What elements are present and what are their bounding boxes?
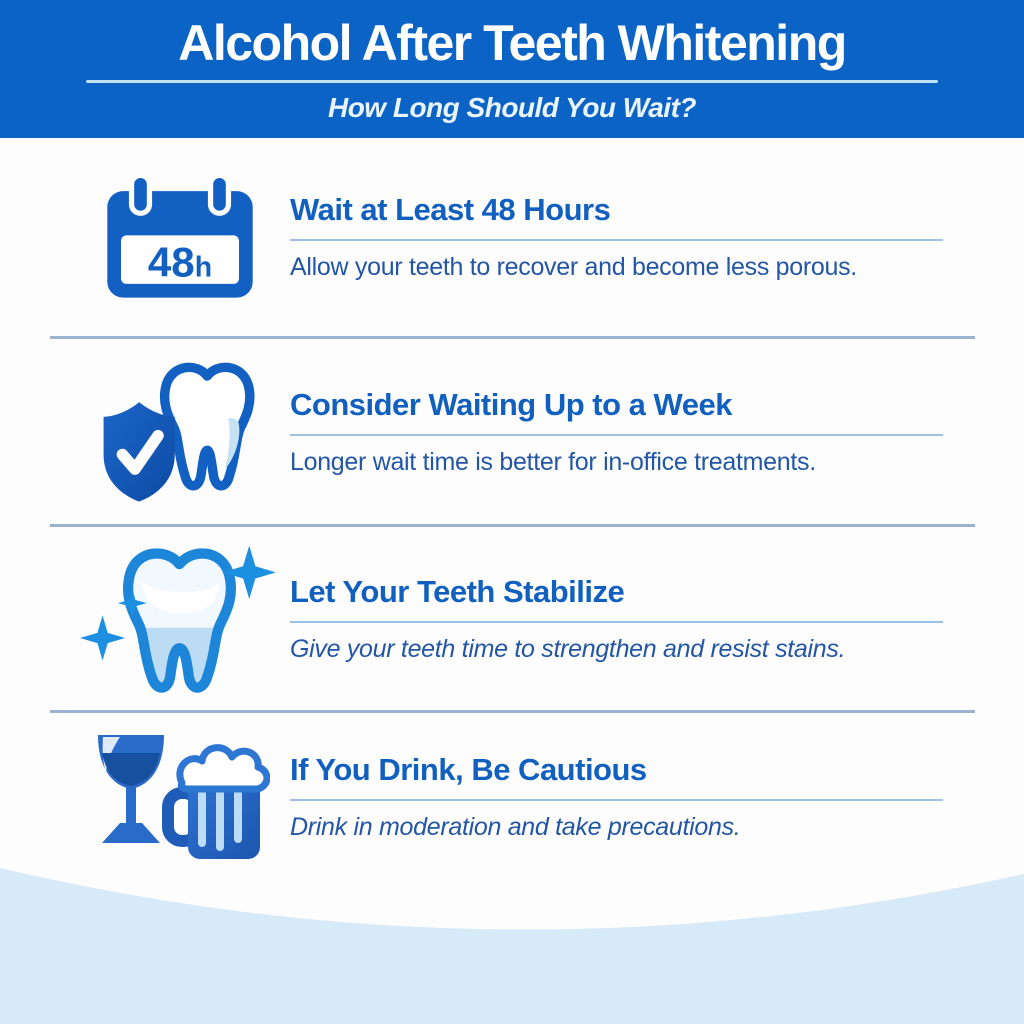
sparkling-tooth-icon: [72, 541, 287, 696]
section-body: Drink in moderation and take precautions…: [290, 813, 741, 841]
wine-glass: [97, 735, 164, 843]
svg-text:48h: 48h: [147, 239, 211, 286]
sections-list: 48h Wait at Least 48 Hours Allow your te…: [0, 138, 1024, 881]
drinks-graphic: [97, 735, 270, 859]
header: Alcohol After Teeth Whitening How Long S…: [0, 0, 1024, 138]
section-teeth-stabilize: Let Your Teeth Stabilize Give your teeth…: [0, 527, 1024, 710]
row-separator: [50, 336, 975, 339]
tooth-shield-graphic: [103, 362, 255, 502]
calendar-48h-icon: 48h: [72, 170, 287, 304]
beer-mug: [161, 744, 270, 859]
badge-h: h: [194, 252, 211, 284]
wine-glass-beer-mug-icon: [72, 731, 287, 863]
badge-48: 48: [147, 239, 194, 286]
row-separator: [50, 710, 975, 713]
section-wait-48-hours: 48h Wait at Least 48 Hours Allow your te…: [0, 138, 1024, 336]
page-subtitle: How Long Should You Wait?: [327, 92, 697, 123]
heading-divider: [290, 239, 943, 241]
heading-divider: [290, 799, 943, 801]
row-separator: [50, 524, 975, 527]
page-title: Alcohol After Teeth Whitening: [178, 15, 847, 71]
section-text: If You Drink, Be Cautious Drink in moder…: [290, 752, 950, 842]
section-heading: Wait at Least 48 Hours: [290, 192, 611, 227]
heading-divider: [290, 620, 943, 623]
section-text: Consider Waiting Up to a Week Longer wai…: [290, 387, 950, 477]
section-body: Give your teeth time to strengthen and r…: [290, 634, 846, 663]
section-body: Longer wait time is better for in-office…: [290, 447, 816, 476]
sparkling-tooth-graphic: [79, 545, 276, 696]
section-text: Wait at Least 48 Hours Allow your teeth …: [290, 192, 950, 282]
section-heading: If You Drink, Be Cautious: [290, 752, 647, 787]
heading-divider: [290, 433, 943, 436]
section-heading: Consider Waiting Up to a Week: [290, 386, 732, 422]
section-body: Allow your teeth to recover and become l…: [290, 253, 857, 281]
section-drink-cautious: If You Drink, Be Cautious Drink in moder…: [0, 713, 1024, 881]
title-divider: [86, 80, 938, 83]
section-wait-a-week: Consider Waiting Up to a Week Longer wai…: [0, 339, 1024, 524]
section-heading: Let Your Teeth Stabilize: [290, 573, 625, 609]
tooth-shield-check-icon: [72, 356, 287, 508]
section-text: Let Your Teeth Stabilize Give your teeth…: [290, 574, 950, 664]
calendar-icon-graphic: 48h: [106, 172, 253, 298]
